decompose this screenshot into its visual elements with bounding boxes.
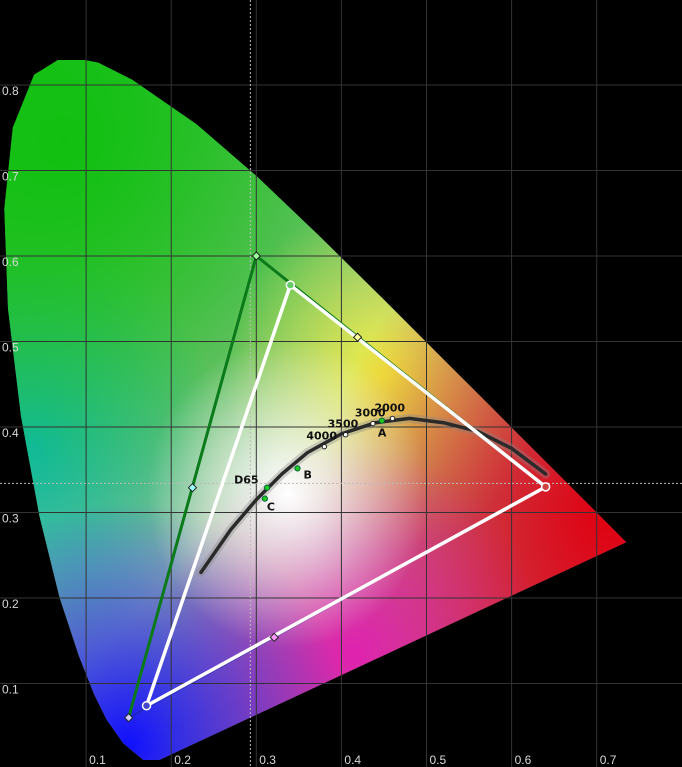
reference-blue-marker	[123, 712, 134, 723]
reference-magenta-marker	[269, 632, 279, 643]
y-tick-label: 0.8	[2, 84, 19, 98]
reference-cyan-marker	[187, 482, 198, 493]
illuminant-label: B	[303, 468, 311, 481]
y-tick-label: 0.1	[2, 683, 19, 697]
measured-red-marker	[540, 482, 551, 492]
illuminant-label: A	[378, 427, 387, 440]
y-tick-label: 0.7	[2, 170, 19, 184]
illuminant-label: D65	[234, 474, 258, 487]
x-tick-label: 0.2	[174, 753, 191, 767]
reference-green-marker	[251, 251, 262, 261]
illuminant-label: C	[267, 501, 275, 514]
cct-label: 3000	[355, 407, 386, 420]
cct-label: 3500	[328, 418, 359, 431]
x-tick-label: 0.6	[515, 753, 532, 767]
measured-green-marker	[285, 280, 296, 290]
illuminant-point	[294, 465, 301, 472]
reference-yellow-marker	[352, 332, 363, 342]
planckian-locus	[199, 416, 548, 575]
measured-gamut-triangle	[144, 283, 548, 708]
illuminant-point	[261, 495, 268, 502]
x-tick-label: 0.7	[600, 753, 617, 767]
locus-color-layer	[4, 60, 627, 760]
y-tick-label: 0.6	[2, 255, 19, 269]
cct-point	[389, 415, 396, 422]
spectral-locus-fill	[4, 60, 627, 760]
measured-blue-marker	[141, 700, 152, 711]
illuminant-point	[264, 484, 271, 491]
cct-label: 4000	[306, 430, 337, 443]
x-tick-label: 0.4	[344, 753, 361, 767]
x-tick-label: 0.5	[430, 753, 447, 767]
illuminant-point	[378, 417, 386, 424]
x-tick-label: 0.3	[259, 753, 276, 767]
y-tick-label: 0.3	[2, 512, 19, 526]
tick-labels: 0.1 0.2 0.3 0.4 0.5 0.6 0.7 0.1 0.2 0.3 0.4 0.5 0.6 0…	[2, 84, 617, 767]
cct-label: 2000	[374, 401, 405, 414]
cct-point	[370, 420, 376, 427]
y-tick-label: 0.2	[2, 597, 19, 611]
y-tick-label: 0.5	[2, 341, 19, 355]
cct-point	[321, 443, 328, 450]
y-tick-label: 0.4	[2, 426, 19, 440]
cct-point	[342, 431, 349, 438]
x-tick-label: 0.1	[89, 753, 106, 767]
